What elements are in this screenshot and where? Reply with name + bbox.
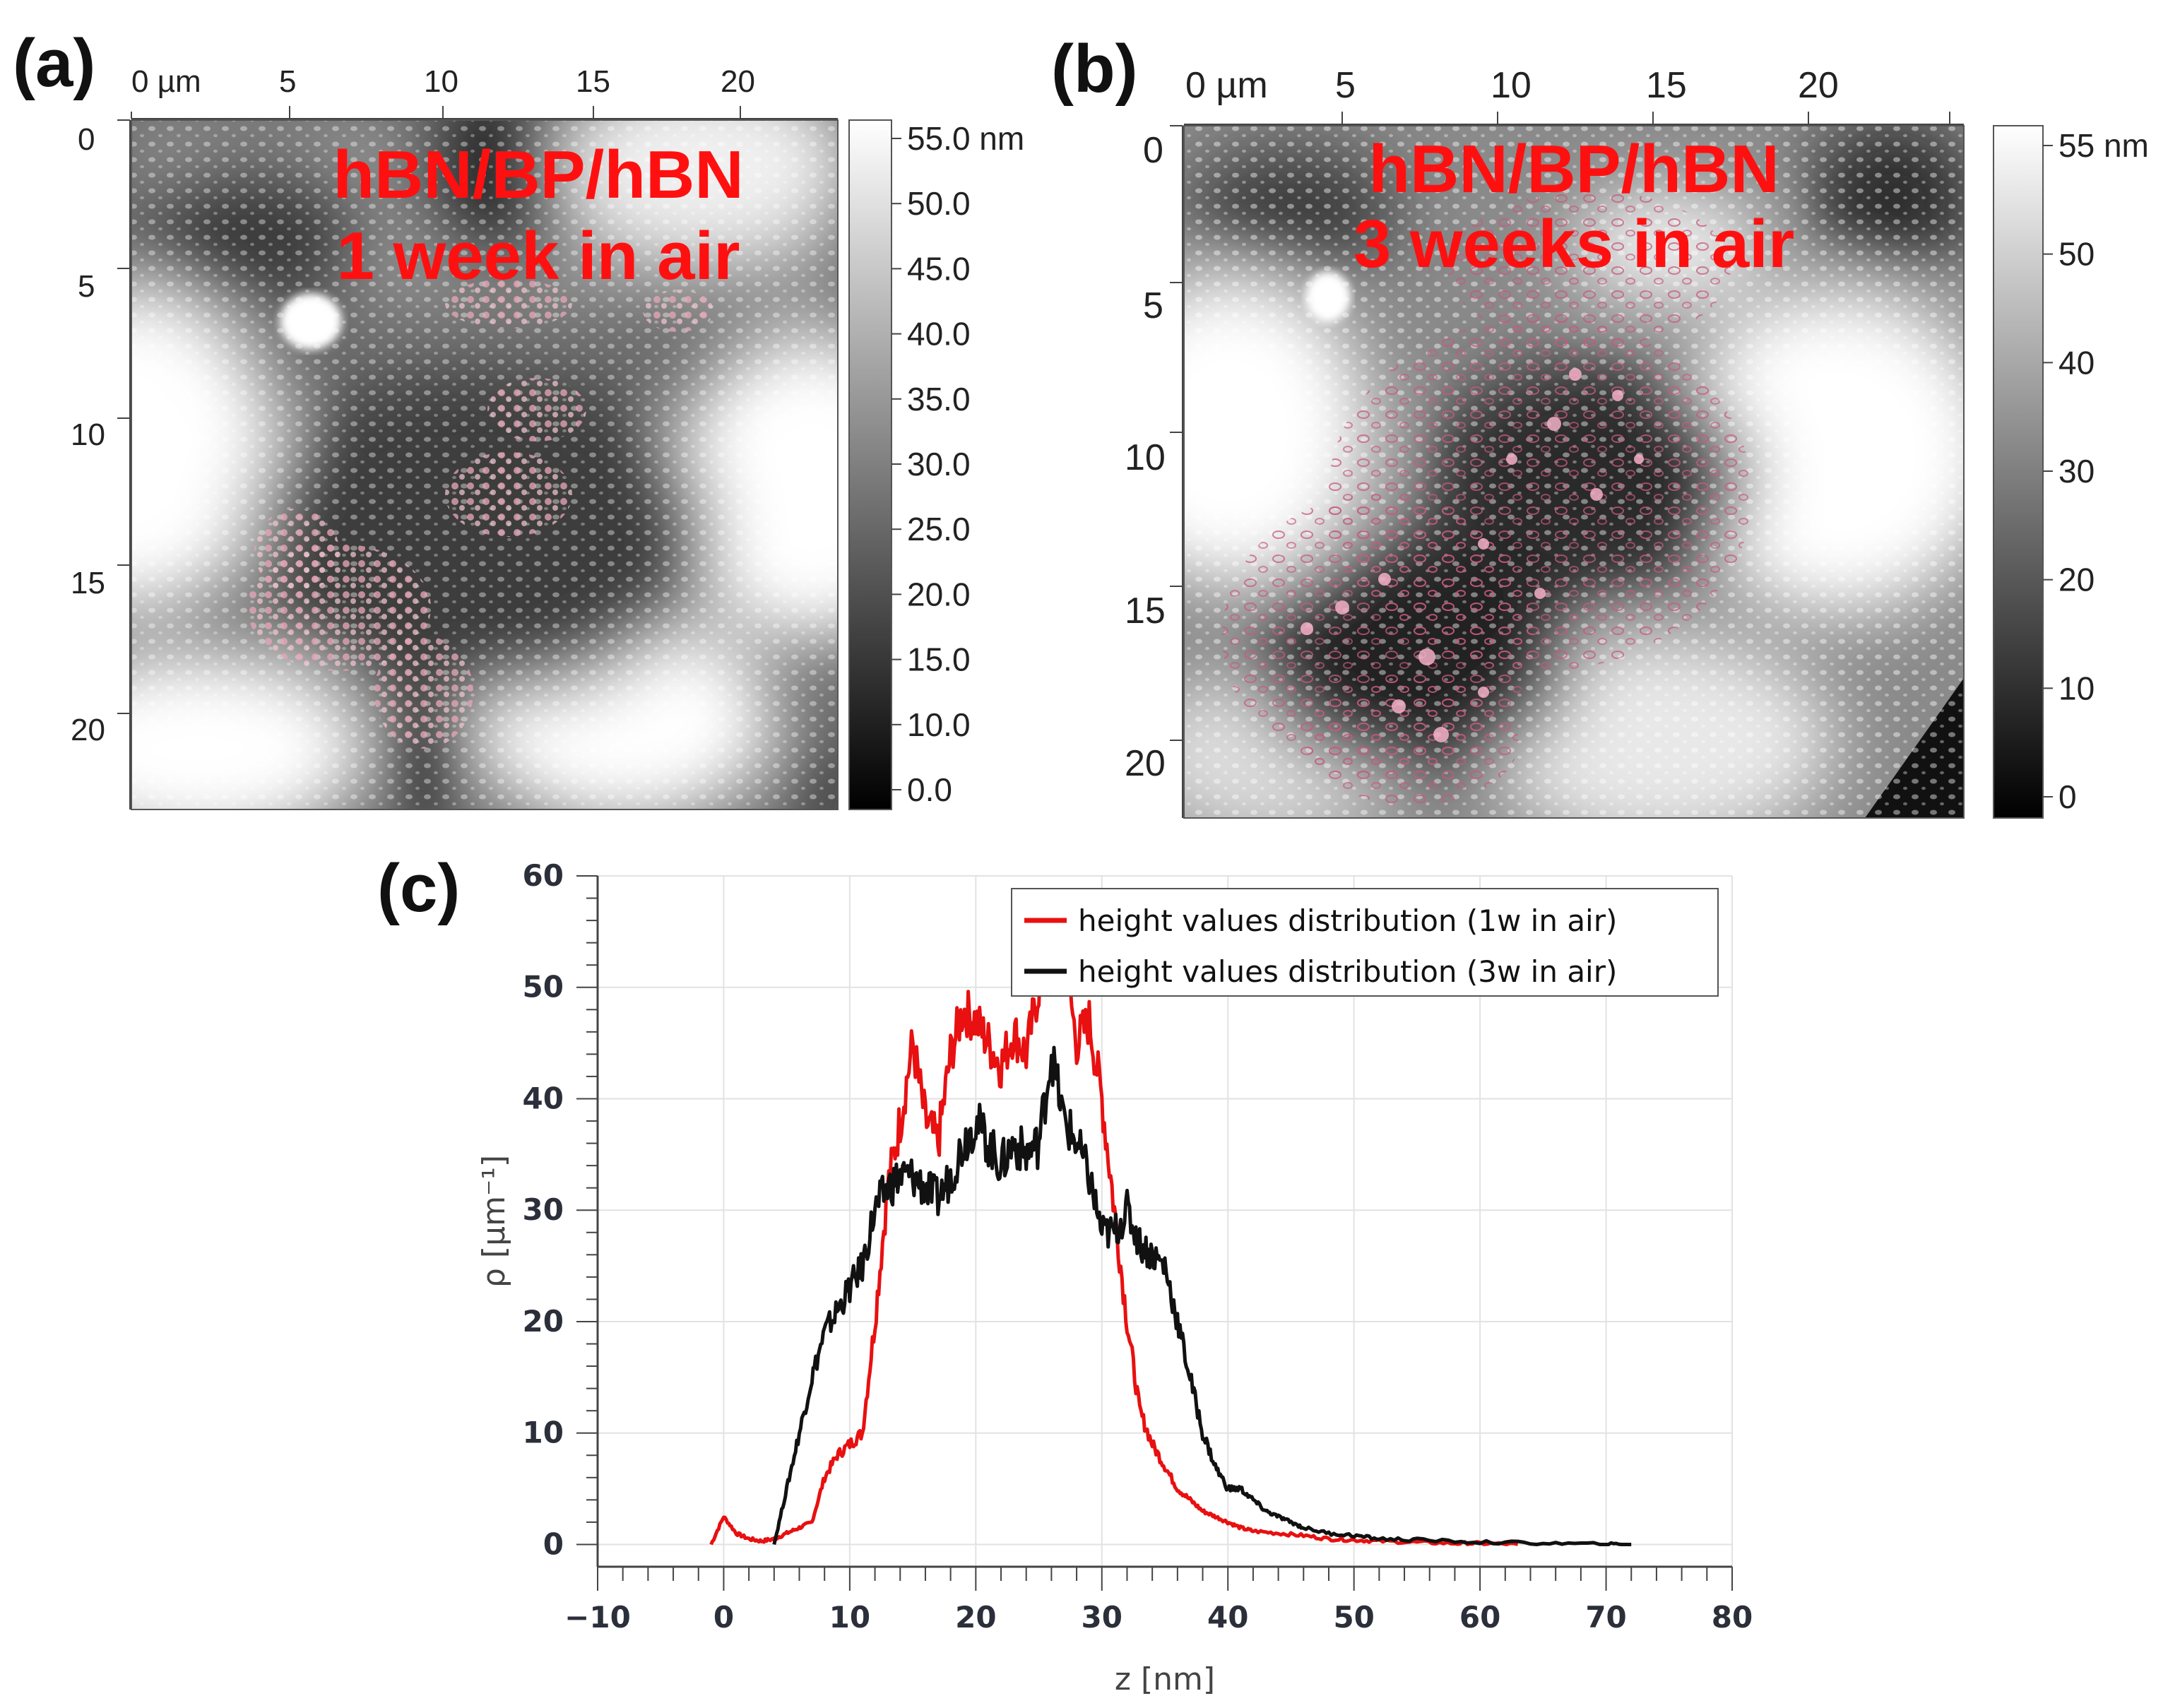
colorbar-a-tick-label-7: 20.0 [907, 576, 971, 612]
afm-a-ytick-1: 5 [78, 269, 95, 304]
colorbar-b-tick-label-2: 40 [2058, 344, 2095, 381]
afm-b-ytick-4: 20 [1125, 743, 1166, 784]
panel-a: (a) [13, 25, 1024, 810]
afm-a-xtick-2: 10 [424, 64, 458, 99]
chart-axes [576, 875, 1733, 1591]
colorbar-a-tick-label-3: 40.0 [907, 316, 971, 352]
height-distribution-chart: −10 0 10 20 30 40 50 60 70 80 0 10 20 30 40 50 60 z [nm]… [476, 858, 1753, 1697]
colorbar-a-tick-label-8: 15.0 [907, 641, 971, 678]
x-tick-label-4: 30 [1082, 1600, 1122, 1635]
y-tick-label-3: 30 [523, 1192, 564, 1227]
y-tick-label-4: 40 [523, 1081, 564, 1115]
afm-frame-b [1183, 125, 1965, 819]
y-tick-label-5: 50 [523, 970, 564, 1004]
x-tick-label-6: 50 [1333, 1600, 1374, 1635]
afm-b-xtick-3: 15 [1646, 65, 1687, 106]
colorbar-a-tick-label-10: 0.0 [907, 771, 952, 808]
panel-c: (c) −10 0 10 20 30 40 50 60 70 80 0 10 20 30 40 50 60 z … [377, 850, 1753, 1697]
afm-a-title-line1: hBN/BP/hBN [333, 137, 743, 213]
legend-entry-1w: height values distribution (1w in air) [1078, 903, 1617, 938]
x-tick-label-5: 40 [1207, 1600, 1248, 1635]
x-tick-label-3: 20 [955, 1600, 996, 1635]
x-tick-label-8: 70 [1585, 1600, 1626, 1635]
y-tick-label-1: 10 [523, 1416, 564, 1450]
afm-frame-a [131, 119, 839, 810]
afm-b-xtick-1: 5 [1335, 65, 1356, 106]
colorbar-a: 55.0 nm 50.0 45.0 40.0 35.0 30.0 25.0 20.0 15.0 1… [848, 119, 1024, 810]
colorbar-a-tick-label-6: 25.0 [907, 511, 971, 547]
colorbar-b-tick-label-3: 30 [2058, 453, 2095, 490]
afm-b-ytick-1: 5 [1143, 285, 1163, 326]
legend-entry-3w: height values distribution (3w in air) [1078, 954, 1617, 989]
chart-series [709, 934, 1632, 1546]
afm-a-ytick-4: 20 [71, 713, 105, 747]
afm-b-ytick-2: 10 [1125, 437, 1166, 478]
legend-box [1011, 888, 1719, 997]
afm-a-xtick-1: 5 [279, 64, 296, 99]
panel-b-label: (b) [1051, 31, 1138, 107]
colorbar-a-tick-label-2: 45.0 [907, 250, 971, 287]
colorbar-b-tick-label-1: 50 [2058, 236, 2095, 273]
x-tick-label-0: −10 [564, 1600, 631, 1635]
colorbar-a-tick-label-4: 35.0 [907, 381, 971, 417]
colorbar-a-tick-label-5: 30.0 [907, 446, 971, 482]
chart-legend: height values distribution (1w in air) h… [1011, 888, 1719, 997]
colorbar-b: 55 nm 50 40 30 20 10 0 [1993, 125, 2149, 819]
colorbar-a-tick-label-0: 55.0 nm [907, 120, 1024, 157]
x-tick-label-2: 10 [829, 1600, 870, 1635]
afm-b-xtick-2: 10 [1491, 65, 1532, 106]
afm-b-top-axis: 0 µm 5 10 15 20 [1184, 65, 1964, 125]
y-axis-label: ρ [µm⁻¹] [476, 1155, 512, 1288]
afm-b-xtick-0: 0 µm [1185, 65, 1268, 106]
colorbar-a-tick-label-9: 10.0 [907, 706, 971, 743]
y-tick-label-0: 0 [543, 1526, 564, 1561]
colorbar-b-tick-label-6: 0 [2058, 778, 2077, 815]
afm-a-top-axis: 0 µm 5 10 15 20 [131, 64, 838, 119]
afm-b-left-axis: 0 5 10 15 20 [1125, 125, 1183, 818]
afm-a-ytick-0: 0 [78, 122, 95, 157]
afm-b-ytick-0: 0 [1143, 130, 1163, 171]
colorbar-a-tick-label-1: 50.0 [907, 185, 971, 222]
chart-tick-labels: −10 0 10 20 30 40 50 60 70 80 0 10 20 30 40 50 60 [523, 858, 1753, 1635]
x-axis-label: z [nm] [1115, 1661, 1215, 1697]
x-tick-label-9: 80 [1712, 1600, 1753, 1635]
afm-a-xtick-4: 20 [721, 64, 755, 99]
afm-image-b [1184, 126, 1964, 818]
colorbar-b-tick-label-5: 10 [2058, 670, 2095, 706]
afm-b-ytick-3: 15 [1125, 591, 1166, 631]
x-tick-label-7: 60 [1459, 1600, 1500, 1635]
colorbar-b-tick-label-4: 20 [2058, 562, 2095, 598]
panel-b: (b) [1051, 31, 2149, 819]
afm-a-xtick-3: 15 [576, 64, 610, 99]
afm-image-a [131, 120, 838, 809]
x-tick-label-1: 0 [713, 1600, 734, 1635]
panel-a-label: (a) [13, 25, 95, 101]
afm-b-xtick-4: 20 [1798, 65, 1839, 106]
afm-a-title-line2: 1 week in air [337, 218, 740, 294]
y-tick-label-6: 60 [523, 858, 564, 893]
afm-a-left-axis: 0 5 10 15 20 [71, 119, 131, 809]
afm-a-ytick-3: 15 [71, 566, 105, 600]
series-line-1 [772, 1045, 1632, 1546]
afm-a-xtick-0: 0 µm [131, 64, 201, 99]
afm-b-title-line2: 3 weeks in air [1353, 206, 1794, 282]
series-line-0 [709, 934, 1519, 1546]
panel-c-label: (c) [377, 850, 460, 926]
colorbar-b-tick-label-0: 55 nm [2058, 127, 2149, 164]
afm-a-ytick-2: 10 [71, 417, 105, 452]
y-tick-label-2: 20 [523, 1304, 564, 1339]
afm-b-title-line1: hBN/BP/hBN [1368, 131, 1779, 207]
